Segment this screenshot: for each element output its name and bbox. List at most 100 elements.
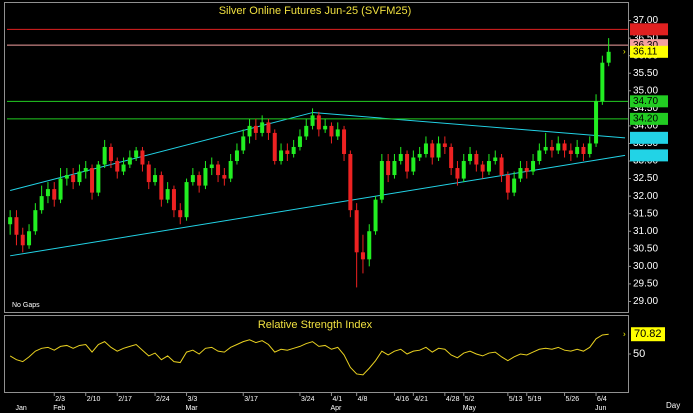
chart-title: Silver Online Futures Jun-25 (SVFM25) bbox=[219, 5, 412, 17]
candle-body bbox=[468, 153, 473, 162]
x-tick-label: 5/2 bbox=[465, 396, 475, 403]
candle-body bbox=[27, 231, 32, 246]
y-tick-label: 29.50 bbox=[633, 279, 658, 290]
price-label: 36.30 bbox=[633, 40, 658, 51]
candle-body bbox=[102, 146, 107, 165]
candle-body bbox=[505, 175, 510, 193]
candle-body bbox=[417, 153, 422, 158]
candle-body bbox=[64, 175, 69, 179]
candle-body bbox=[423, 143, 428, 154]
candle-body bbox=[45, 189, 50, 197]
x-tick-label: 2/10 bbox=[87, 396, 101, 403]
candle-body bbox=[386, 161, 391, 176]
price-label-box bbox=[630, 95, 668, 108]
candle-body bbox=[524, 168, 529, 172]
month-label: Feb bbox=[53, 405, 65, 412]
candle-body bbox=[178, 210, 183, 218]
candle-body bbox=[90, 168, 95, 193]
candle-body bbox=[159, 175, 164, 200]
candle-body bbox=[108, 146, 113, 162]
candle-body bbox=[474, 153, 479, 165]
x-tick-label: 5/26 bbox=[566, 396, 580, 403]
candle-body bbox=[134, 150, 139, 158]
y-tick-label: 37.00 bbox=[633, 15, 658, 26]
candle-body bbox=[461, 161, 466, 179]
month-label: Apr bbox=[330, 405, 342, 412]
price-label: 34.70 bbox=[633, 96, 658, 107]
candle-body bbox=[304, 125, 309, 137]
last-value-label: 70.82 bbox=[634, 328, 662, 340]
x-tick-label: 2/3 bbox=[55, 396, 65, 403]
x-tick-label: 4/16 bbox=[395, 396, 409, 403]
month-label: May bbox=[463, 405, 477, 412]
rsi-line bbox=[9, 333, 609, 376]
candle-body bbox=[71, 175, 76, 183]
candle-body bbox=[272, 132, 277, 162]
candle-body bbox=[398, 153, 403, 162]
candle-body bbox=[568, 150, 573, 154]
candle-body bbox=[260, 122, 265, 133]
x-tick-label: 3/17 bbox=[244, 396, 258, 403]
candle-body bbox=[329, 125, 334, 137]
candle-body bbox=[247, 125, 252, 137]
y-tick-label: 50 bbox=[633, 348, 645, 360]
candle-body bbox=[165, 189, 170, 200]
candle-body bbox=[39, 196, 44, 211]
last-value-arrow: › bbox=[623, 329, 626, 338]
price-label-box bbox=[630, 131, 668, 144]
candle-body bbox=[581, 146, 586, 154]
candle-body bbox=[14, 217, 19, 235]
candle-body bbox=[8, 217, 13, 225]
price-label: 34.20 bbox=[633, 114, 658, 125]
x-tick-label: 4/8 bbox=[358, 396, 368, 403]
y-tick-label: 30.00 bbox=[633, 261, 658, 272]
candle-body bbox=[20, 234, 25, 246]
candle-body bbox=[379, 161, 384, 200]
candle-body bbox=[279, 150, 284, 162]
y-tick-label: 32.50 bbox=[633, 173, 658, 184]
candle-body bbox=[360, 252, 365, 260]
candle-body bbox=[486, 161, 491, 172]
x-tick-label: 5/13 bbox=[509, 396, 523, 403]
y-tick-label: 31.00 bbox=[633, 226, 658, 237]
candle-body bbox=[253, 125, 258, 133]
candle-body bbox=[556, 143, 561, 151]
y-tick-label: 30.50 bbox=[633, 243, 658, 254]
candle-body bbox=[549, 146, 554, 151]
candle-body bbox=[316, 115, 321, 130]
candle-body bbox=[342, 129, 347, 154]
candle-body bbox=[228, 161, 233, 179]
y-tick-label: 31.50 bbox=[633, 208, 658, 219]
candle-body bbox=[587, 143, 592, 154]
candle-body bbox=[121, 164, 126, 172]
candle-body bbox=[115, 161, 120, 172]
candle-body bbox=[310, 115, 315, 126]
candle-body bbox=[405, 153, 410, 172]
candle-body bbox=[449, 146, 454, 169]
candle-body bbox=[543, 146, 548, 151]
candle-body bbox=[197, 175, 202, 186]
candle-body bbox=[323, 125, 328, 130]
month-label: Jan bbox=[15, 405, 26, 412]
last-price-arrow: › bbox=[623, 47, 626, 56]
candle-body bbox=[518, 168, 523, 179]
price-label-box bbox=[630, 112, 668, 125]
candle-body bbox=[146, 164, 151, 183]
candle-body bbox=[184, 182, 189, 218]
candle-body bbox=[562, 143, 567, 151]
candle-body bbox=[297, 136, 302, 147]
candle-body bbox=[241, 136, 246, 151]
candle-body bbox=[512, 178, 517, 193]
candle-body bbox=[140, 150, 145, 165]
last-value-box bbox=[631, 327, 665, 342]
y-tick-label: 32.00 bbox=[633, 191, 658, 202]
candle-body bbox=[222, 175, 227, 179]
x-tick-label: 5/19 bbox=[528, 396, 542, 403]
annotation: No Gaps bbox=[12, 302, 40, 309]
candle-body bbox=[96, 164, 101, 193]
price-label-box bbox=[630, 149, 668, 162]
y-tick-label: 34.50 bbox=[633, 103, 658, 114]
candle-body bbox=[209, 164, 214, 169]
candle-body bbox=[171, 189, 176, 211]
